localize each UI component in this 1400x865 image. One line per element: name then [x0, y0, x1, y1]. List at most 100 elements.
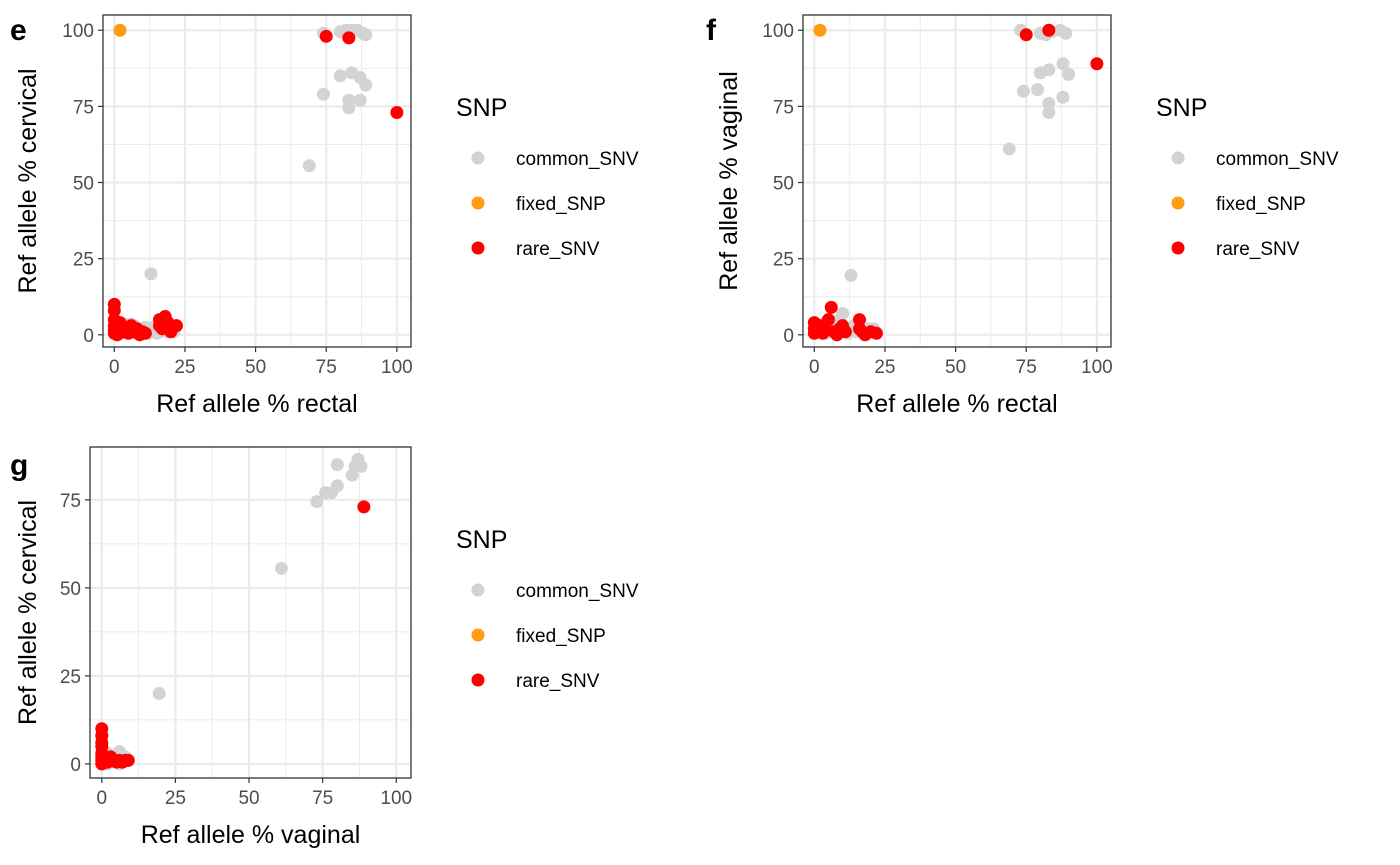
series-fixed_SNP: [813, 23, 827, 37]
y-tick-label: 25: [73, 250, 94, 271]
y-tick-label: 50: [773, 174, 794, 195]
legend-label-rare_SNV: rare_SNV: [1216, 239, 1300, 260]
x-tick-label: 100: [381, 357, 413, 378]
point-common_SNV: [1042, 63, 1056, 77]
panel-label: f: [706, 14, 717, 47]
panel-border: [102, 14, 412, 348]
point-common_SNV: [333, 69, 347, 83]
point-common_SNV: [316, 87, 330, 101]
point-rare_SNV: [1019, 28, 1033, 42]
legend-key-fixed_SNP: [471, 196, 485, 210]
point-fixed_SNP: [813, 23, 827, 37]
y-tick-label: 50: [60, 579, 81, 600]
point-rare_SNV: [342, 31, 356, 45]
legend-label-common_SNV: common_SNV: [516, 149, 639, 170]
x-tick-label: 75: [316, 357, 337, 378]
point-common_SNV: [1056, 57, 1070, 71]
point-common_SNV: [302, 159, 316, 173]
y-tick-label: 0: [83, 326, 94, 347]
point-rare_SNV: [357, 500, 371, 514]
series-rare_SNV: [807, 23, 1104, 342]
legend-label-rare_SNV: rare_SNV: [516, 671, 600, 692]
x-tick-label: 100: [1081, 357, 1113, 378]
y-tick-label: 75: [773, 97, 794, 118]
point-common_SNV: [1016, 84, 1030, 98]
y-tick-label: 50: [73, 174, 94, 195]
point-rare_SNV: [824, 300, 838, 314]
point-common_SNV: [359, 78, 373, 92]
legend-label-fixed_SNP: fixed_SNP: [516, 194, 606, 215]
y-tick-label: 75: [60, 491, 81, 512]
panel-label: e: [10, 14, 27, 47]
panel-label: g: [10, 449, 28, 482]
legend-title: SNP: [1156, 94, 1207, 122]
series-rare_SNV: [107, 29, 404, 342]
legend-key-common_SNV: [1171, 151, 1185, 165]
legend-label-fixed_SNP: fixed_SNP: [516, 626, 606, 647]
y-tick-label: 25: [773, 250, 794, 271]
legend-key-rare_SNV: [471, 673, 485, 687]
legend: SNP common_SNV fixed_SNP rare_SNV: [456, 94, 639, 260]
x-tick-label: 0: [96, 788, 107, 809]
point-common_SNV: [359, 28, 373, 42]
point-rare_SNV: [390, 105, 404, 119]
x-tick-label: 50: [945, 357, 966, 378]
panel-e: 0 25 50 75 100 0 25 50 75 100 Ref allele % rectal R…: [10, 14, 639, 418]
legend-key-fixed_SNP: [471, 628, 485, 642]
y-tick-label: 100: [762, 21, 794, 42]
series-rare_SNV: [95, 500, 371, 771]
point-common_SNV: [345, 468, 359, 482]
point-rare_SNV: [107, 303, 121, 317]
y-tick-label: 0: [783, 326, 794, 347]
series-fixed_SNP: [113, 23, 127, 37]
y-axis-title: Ref allele % vaginal: [715, 71, 743, 291]
legend-key-rare_SNV: [1171, 241, 1185, 255]
point-common_SNV: [342, 101, 356, 115]
point-rare_SNV: [169, 319, 183, 333]
point-common_SNV: [310, 495, 324, 509]
x-tick-label: 50: [238, 788, 259, 809]
plot-background: [90, 447, 411, 778]
x-tick-label: 25: [874, 357, 895, 378]
point-fixed_SNP: [113, 23, 127, 37]
point-rare_SNV: [121, 753, 135, 767]
point-common_SNV: [1031, 83, 1045, 97]
x-tick-label: 100: [380, 788, 412, 809]
plot-background: [803, 15, 1111, 347]
point-common_SNV: [1059, 26, 1073, 40]
point-rare_SNV: [319, 29, 333, 43]
point-common_SNV: [152, 686, 166, 700]
legend-label-common_SNV: common_SNV: [516, 581, 639, 602]
point-common_SNV: [1042, 105, 1056, 119]
legend-key-common_SNV: [471, 583, 485, 597]
legend-label-rare_SNV: rare_SNV: [516, 239, 600, 260]
legend-label-fixed_SNP: fixed_SNP: [1216, 194, 1306, 215]
point-common_SNV: [1042, 96, 1056, 110]
legend-key-common_SNV: [471, 151, 485, 165]
panel-f: 0 25 50 75 100 0 25 50 75 100 Ref allele % rectal R…: [706, 14, 1339, 418]
y-tick-label: 25: [60, 667, 81, 688]
point-rare_SNV: [853, 313, 867, 327]
panel-border: [89, 446, 412, 779]
point-common_SNV: [1062, 67, 1076, 81]
legend-key-fixed_SNP: [1171, 196, 1185, 210]
point-common_SNV: [844, 268, 858, 282]
point-rare_SNV: [838, 325, 852, 339]
point-common_SNV: [330, 458, 344, 472]
x-tick-label: 75: [1016, 357, 1037, 378]
y-axis-title: Ref allele % cervical: [14, 500, 42, 725]
point-common_SNV: [354, 459, 368, 473]
x-axis-title: Ref allele % vaginal: [141, 821, 361, 849]
y-tick-label: 100: [62, 21, 94, 42]
x-tick-label: 75: [312, 788, 333, 809]
point-common_SNV: [144, 267, 158, 281]
x-tick-label: 0: [109, 357, 120, 378]
point-rare_SNV: [869, 326, 883, 340]
y-tick-label: 0: [70, 755, 81, 776]
panel-g: 0 25 50 75 100 0 25 50 75 Ref allele % vaginal Ref…: [10, 446, 639, 849]
y-axis-title: Ref allele % cervical: [14, 68, 42, 293]
point-rare_SNV: [821, 313, 835, 327]
point-common_SNV: [1002, 142, 1016, 156]
legend: SNP common_SNV fixed_SNP rare_SNV: [1156, 94, 1339, 260]
legend-key-rare_SNV: [471, 241, 485, 255]
